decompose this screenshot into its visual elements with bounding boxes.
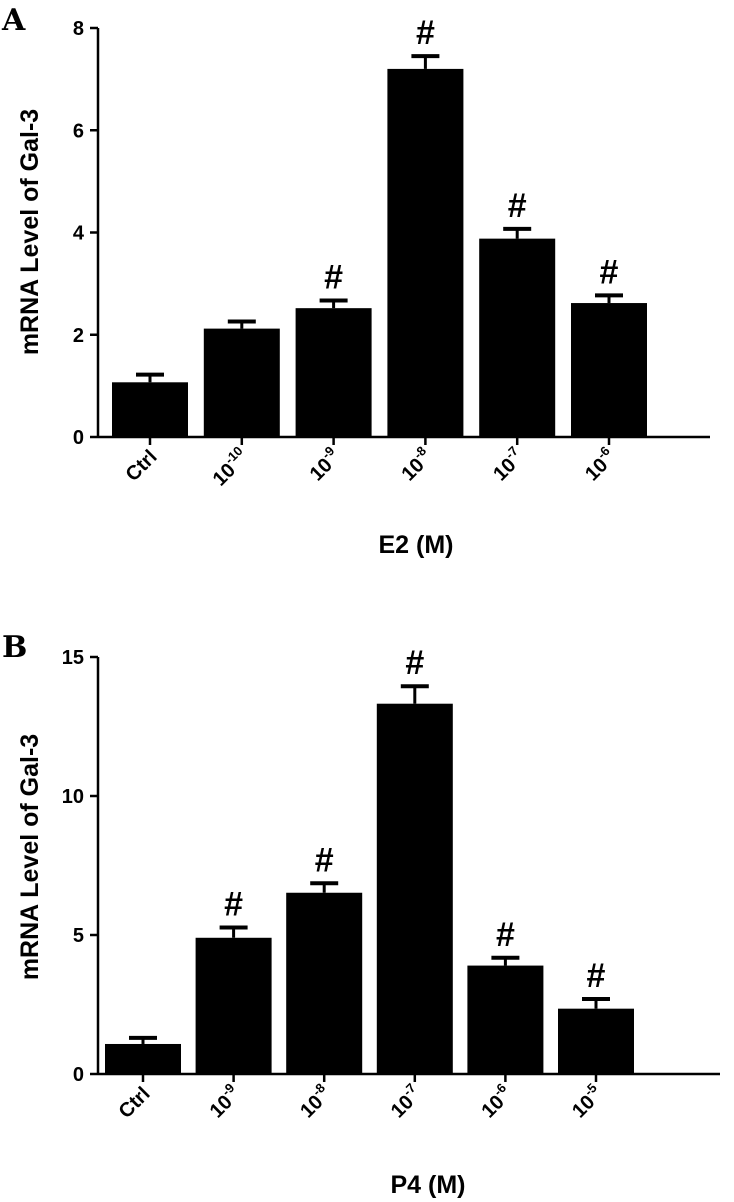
panel-letter-b: B (2, 630, 27, 665)
x-tick-label-a: Ctrl (122, 446, 162, 486)
chart-marks-b: 0 5 10 15 Ctrl 10-9 #10-8 #10-7 #10-6 #10-5 # (62, 644, 720, 1123)
y-tick-label-b: 5 (73, 925, 84, 947)
x-tick-label-b: 10-5 (565, 1080, 607, 1122)
bar-a (571, 303, 647, 437)
y-tick-label-a: 2 (73, 325, 84, 347)
bar-a (387, 68, 464, 438)
bar-a (203, 328, 280, 437)
x-tick-label-a: 10-7 (486, 443, 528, 485)
significance-marker-b: # (496, 916, 515, 954)
x-tick-label-a: 10-10 (206, 443, 253, 490)
x-tick-label-b: 10-7 (384, 1080, 426, 1122)
significance-marker-b: # (587, 957, 606, 995)
x-tick-label-b: 10-6 (475, 1080, 517, 1122)
significance-marker-b: # (224, 885, 243, 923)
y-tick-label-b: 0 (73, 1064, 84, 1086)
x-tick-label-a: 10-6 (578, 443, 620, 485)
x-tick-label-b: 10-8 (293, 1080, 335, 1122)
significance-marker-b: # (315, 841, 334, 879)
significance-marker-b: # (405, 644, 424, 682)
y-tick-label-a: 0 (73, 427, 84, 449)
bar-b (286, 892, 363, 1074)
chart-panel-a: A mRNA Level of Gal-3 E2 (M) 0 2 4 6 8 Ctrl 10… (1, 3, 710, 559)
bar-b (376, 703, 453, 1074)
x-axis-label-b: P4 (M) (391, 1171, 466, 1199)
y-tick-label-b: 10 (62, 786, 84, 808)
y-tick-label-b: 15 (62, 647, 84, 669)
bar-b (195, 937, 272, 1074)
chart-marks-a: 0 2 4 6 8 Ctrl 10-10 10-9 #10-8 #10-7 #10-6 # (73, 14, 710, 491)
bar-b (467, 965, 544, 1074)
x-axis-label-a: E2 (M) (379, 531, 454, 559)
panel-letter-a: A (1, 3, 26, 38)
x-tick-label-a: 10-9 (303, 443, 345, 485)
x-tick-label-b: Ctrl (115, 1083, 155, 1123)
x-tick-label-a: 10-8 (395, 443, 437, 485)
bar-b (558, 1008, 634, 1074)
significance-marker-a: # (416, 14, 435, 52)
bar-a (295, 308, 372, 437)
y-axis-label-b: mRNA Level of Gal-3 (16, 734, 44, 980)
y-tick-label-a: 4 (73, 223, 85, 245)
significance-marker-a: # (324, 258, 343, 296)
y-tick-label-a: 8 (73, 18, 84, 40)
bar-a (112, 382, 188, 437)
bar-b (105, 1043, 181, 1074)
significance-marker-a: # (508, 187, 527, 225)
y-axis-label-a: mRNA Level of Gal-3 (16, 109, 44, 355)
y-tick-label-a: 6 (73, 120, 84, 142)
significance-marker-a: # (600, 253, 619, 291)
x-tick-label-b: 10-9 (203, 1080, 245, 1122)
chart-panel-b: B mRNA Level of Gal-3 P4 (M) 0 5 10 15 Ctrl 1… (2, 630, 720, 1199)
bar-a (479, 238, 556, 437)
